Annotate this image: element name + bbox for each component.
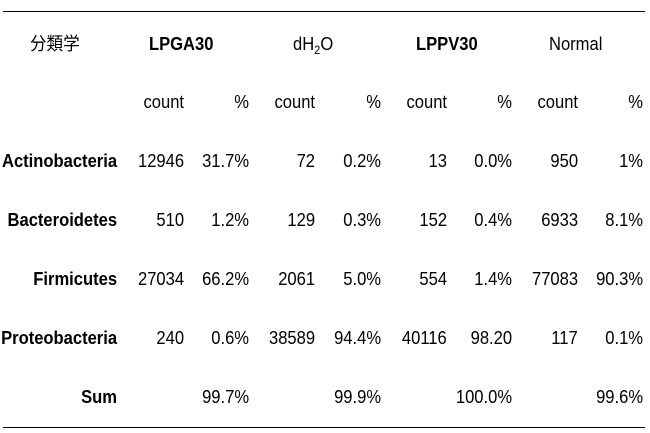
subheader-percent: % bbox=[234, 92, 249, 112]
table-cell: 554 bbox=[419, 269, 447, 289]
table-cell: 0.2% bbox=[343, 151, 381, 171]
table-cell: 240 bbox=[156, 328, 184, 348]
table-cell: 13 bbox=[428, 151, 447, 171]
table-cell: 510 bbox=[156, 210, 184, 230]
row-label: Sum bbox=[81, 387, 117, 407]
table-cell: 0.0% bbox=[474, 151, 512, 171]
group-header-lppv30: LPPV30 bbox=[416, 34, 478, 54]
dh2o-suffix: O bbox=[320, 34, 334, 54]
row-label: Firmicutes bbox=[33, 269, 117, 289]
table-cell: 1.2% bbox=[211, 210, 249, 230]
bottom-rule bbox=[3, 427, 645, 428]
top-rule bbox=[3, 11, 645, 12]
table-cell: 6933 bbox=[541, 210, 578, 230]
table-cell: 1.4% bbox=[474, 269, 512, 289]
table-cell: 8.1% bbox=[605, 210, 643, 230]
subheader-count: count bbox=[274, 92, 315, 112]
table-cell: 31.7% bbox=[202, 151, 249, 171]
subheader-count: count bbox=[406, 92, 447, 112]
table-cell: 0.3% bbox=[343, 210, 381, 230]
table-cell: 1% bbox=[619, 151, 643, 171]
subheader-percent: % bbox=[628, 92, 643, 112]
group-header-dh2o: dH2O bbox=[293, 33, 334, 57]
table-cell: 129 bbox=[287, 210, 315, 230]
table-cell: 0.6% bbox=[211, 328, 249, 348]
table-cell: 5.0% bbox=[343, 269, 381, 289]
table-cell: 27034 bbox=[137, 269, 184, 289]
table-cell: 2061 bbox=[278, 269, 315, 289]
table-cell: 40116 bbox=[402, 328, 447, 348]
group-header-normal: Normal bbox=[549, 34, 603, 54]
table-cell: 12946 bbox=[137, 151, 184, 171]
row-label: Proteobacteria bbox=[1, 328, 117, 348]
table-cell: 152 bbox=[419, 210, 447, 230]
table-cell: 66.2% bbox=[202, 269, 249, 289]
table-cell: 950 bbox=[550, 151, 578, 171]
table-cell: 72 bbox=[296, 151, 315, 171]
corner-label: 分類学 bbox=[30, 34, 80, 54]
table-cell: 117 bbox=[551, 328, 578, 348]
subheader-count: count bbox=[537, 92, 578, 112]
subheader-count: count bbox=[143, 92, 184, 112]
table-cell: 100.0% bbox=[455, 387, 512, 407]
table-cell: 99.9% bbox=[334, 387, 381, 407]
row-label: Bacteroidetes bbox=[7, 210, 117, 230]
group-header-lpga30: LPGA30 bbox=[149, 34, 214, 54]
table-cell: 0.4% bbox=[474, 210, 512, 230]
subheader-percent: % bbox=[497, 92, 512, 112]
table-cell: 98.20 bbox=[470, 328, 512, 348]
table-cell: 99.7% bbox=[202, 387, 249, 407]
table-cell: 0.1% bbox=[605, 328, 643, 348]
row-label: Actinobacteria bbox=[1, 151, 117, 171]
dh2o-subscript: 2 bbox=[314, 43, 321, 57]
table-cell: 90.3% bbox=[596, 269, 643, 289]
table-cell: 38589 bbox=[268, 328, 315, 348]
table-cell: 99.6% bbox=[596, 387, 643, 407]
subheader-percent: % bbox=[366, 92, 381, 112]
table-cell: 77083 bbox=[531, 269, 578, 289]
table-cell: 94.4% bbox=[334, 328, 381, 348]
dh2o-prefix: dH bbox=[293, 34, 315, 54]
